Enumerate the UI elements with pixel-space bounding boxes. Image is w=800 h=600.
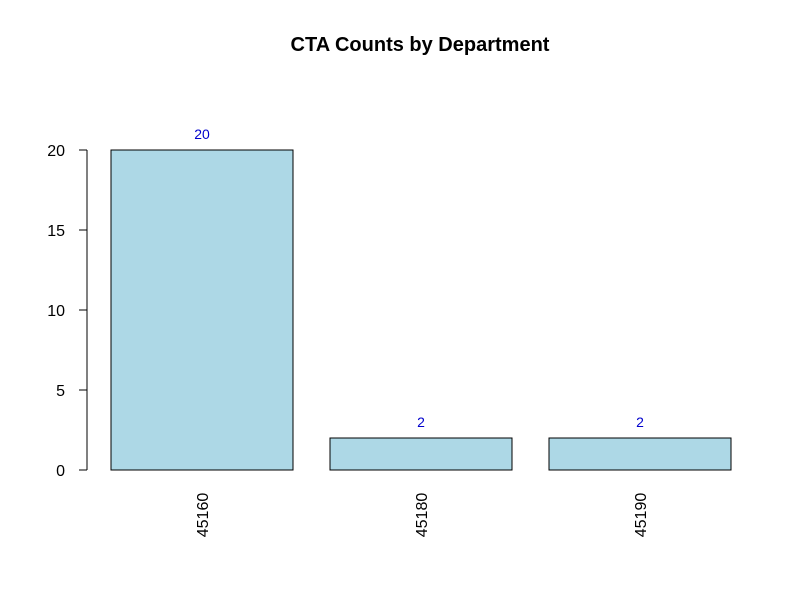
data-labels-group: 202 2 [194, 126, 644, 430]
bar-45180 [329, 437, 513, 471]
y-tick-label: 5 [56, 383, 65, 400]
x-category-label-45190: 45190 [633, 493, 650, 538]
x-category-label-45180: 45180 [414, 493, 431, 538]
x-axis-labels-group: 45160 45180 45190 [195, 493, 650, 538]
y-tick-label: 0 [56, 463, 65, 480]
y-tick-label: 20 [47, 143, 65, 160]
bar-45190 [548, 437, 732, 471]
bars-group [110, 149, 732, 471]
y-axis: 0 5 10 15 20 [47, 143, 88, 480]
y-tick-label: 15 [47, 223, 65, 240]
data-label-45190: 2 [636, 414, 644, 430]
chart-title: CTA Counts by Department [291, 34, 550, 56]
y-tick-label: 10 [47, 303, 65, 320]
bar-45160 [110, 149, 294, 471]
data-label-45160: 20 [194, 126, 210, 142]
x-category-label-45160: 45160 [195, 493, 212, 538]
data-label-45180: 2 [417, 414, 425, 430]
